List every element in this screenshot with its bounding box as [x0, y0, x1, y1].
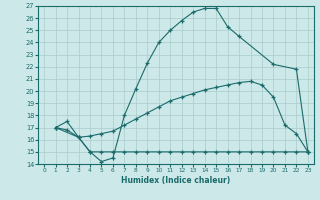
X-axis label: Humidex (Indice chaleur): Humidex (Indice chaleur)	[121, 176, 231, 185]
